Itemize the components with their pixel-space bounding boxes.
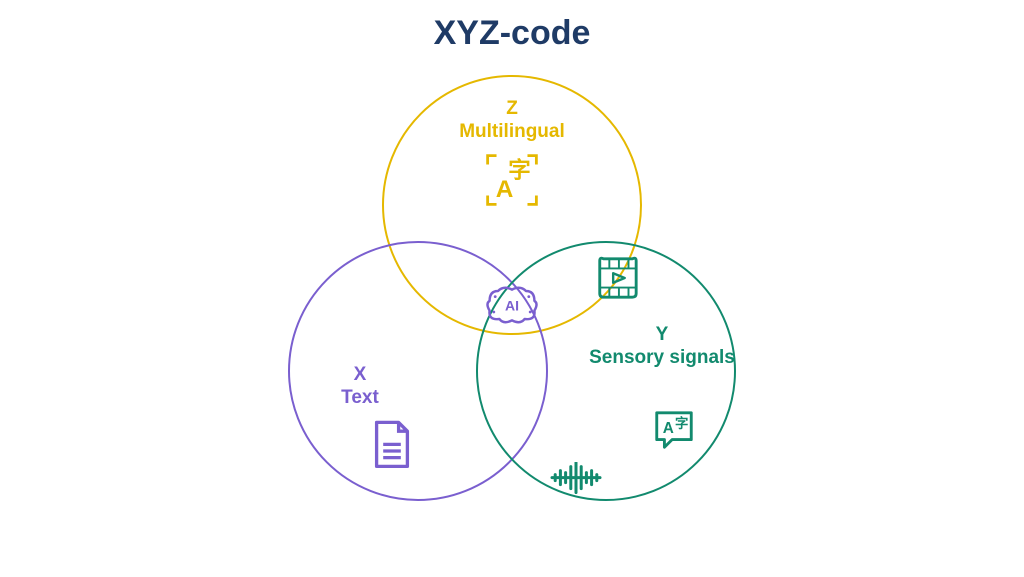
document-icon bbox=[370, 418, 414, 476]
ai-brain-icon: AI bbox=[484, 284, 540, 331]
diagram-stage: XYZ-code Z Multilingual X Text Y Sensory… bbox=[0, 0, 1024, 577]
zone-label-y: Y Sensory signals bbox=[582, 324, 742, 370]
svg-text:AI: AI bbox=[505, 298, 519, 314]
film-play-icon bbox=[594, 255, 640, 306]
translate-frame-icon: 字 A bbox=[482, 150, 542, 215]
zone-key-y: Y bbox=[582, 324, 742, 347]
zone-key-x: X bbox=[280, 364, 440, 387]
zone-text-x: Text bbox=[280, 387, 440, 410]
zone-text-y: Sensory signals bbox=[582, 347, 742, 370]
page-title: XYZ-code bbox=[0, 14, 1024, 53]
waveform-icon bbox=[550, 462, 602, 498]
svg-text:字: 字 bbox=[675, 415, 688, 431]
zone-key-z: Z bbox=[432, 98, 592, 121]
chat-translate-icon: A 字 bbox=[651, 407, 697, 458]
zone-label-z: Z Multilingual bbox=[432, 98, 592, 144]
zone-label-x: X Text bbox=[280, 364, 440, 410]
zone-text-z: Multilingual bbox=[432, 121, 592, 144]
svg-text:A: A bbox=[496, 176, 514, 203]
svg-text:A: A bbox=[663, 420, 674, 437]
